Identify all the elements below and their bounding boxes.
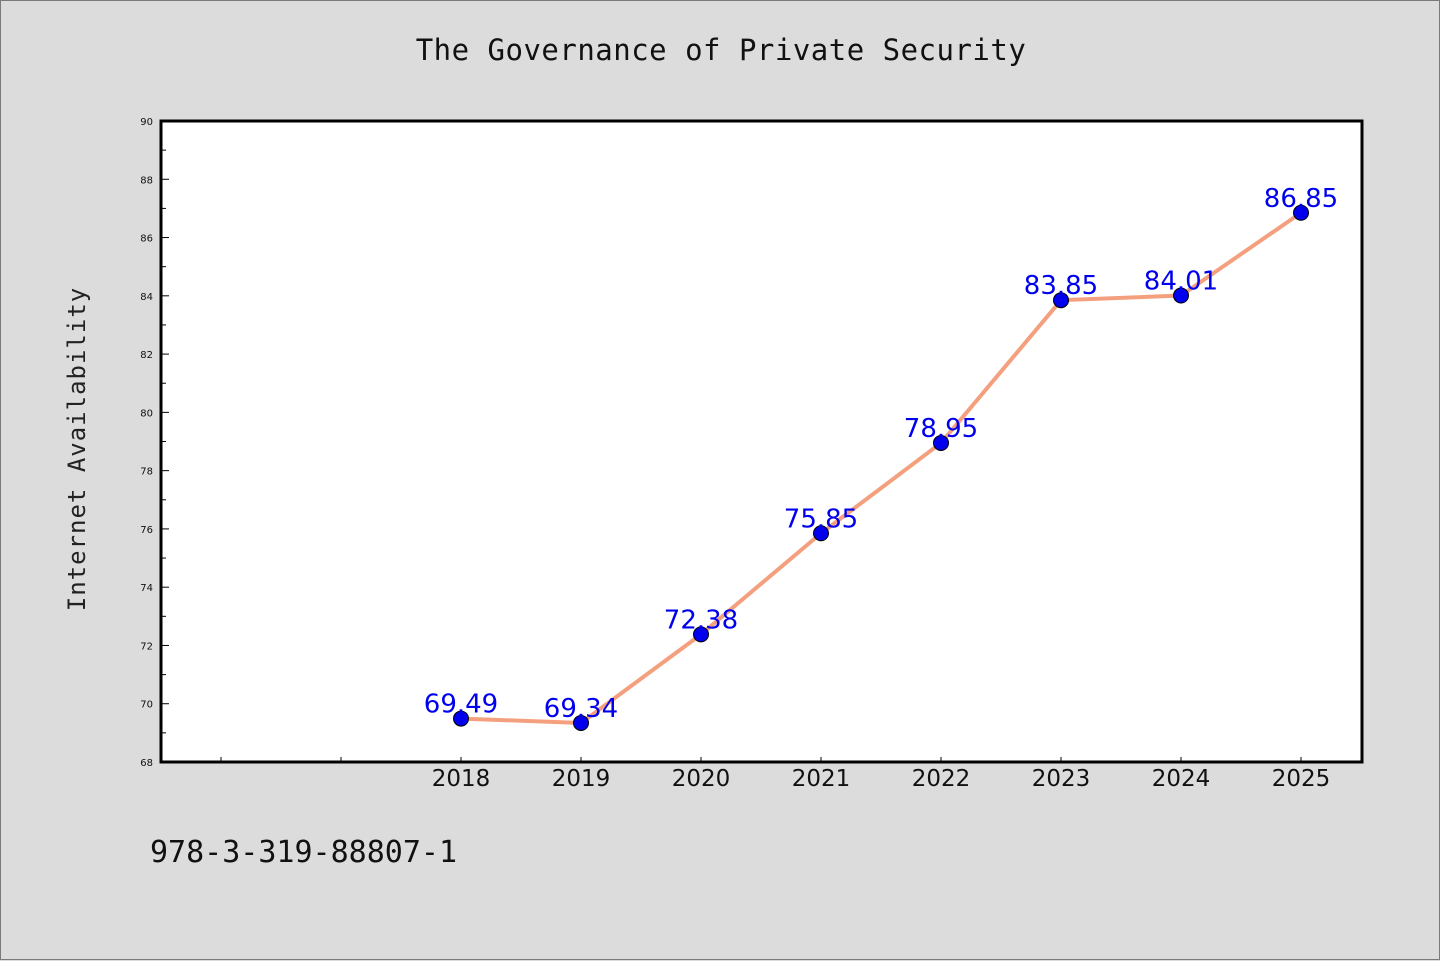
- data-point: [573, 714, 589, 731]
- x-tick-label: 2018: [432, 766, 491, 792]
- y-tick-label: 68: [140, 758, 153, 769]
- x-tick-label: 2023: [1032, 766, 1091, 792]
- data-point: [453, 710, 469, 727]
- y-tick-label: 82: [140, 350, 153, 361]
- data-point: [1053, 292, 1069, 309]
- y-tick-label: 86: [140, 234, 153, 245]
- plot-area: [159, 119, 1364, 764]
- data-label: 72.38: [664, 605, 738, 635]
- data-label: 83.85: [1024, 271, 1098, 301]
- y-tick-label: 80: [140, 408, 153, 419]
- y-tick-label: 88: [140, 175, 153, 186]
- data-label: 75.85: [784, 504, 858, 534]
- x-axis-ticks: 2018 2019 2020 2021 2022 2023 2024 2025: [220, 757, 1331, 792]
- data-label: 84.01: [1144, 267, 1218, 297]
- y-tick-label: 90: [140, 117, 153, 128]
- y-tick-label: 78: [140, 467, 153, 478]
- data-point: [933, 434, 949, 451]
- series-line: [460, 211, 1303, 725]
- data-label: 69.34: [544, 694, 618, 724]
- data-label: 69.49: [424, 690, 498, 720]
- y-axis-ticks: 68 70 72 74 76 78 80 82 84 86 88 90: [140, 117, 169, 769]
- y-tick-label: 84: [140, 292, 153, 303]
- data-point: [813, 525, 829, 542]
- data-point: [693, 626, 709, 643]
- x-tick-label: 2022: [912, 766, 971, 792]
- y-tick-label: 74: [140, 583, 153, 594]
- y-tick-label: 70: [140, 700, 153, 711]
- x-tick-label: 2021: [792, 766, 851, 792]
- y-tick-label: 76: [140, 525, 153, 536]
- data-label: 78.95: [904, 414, 978, 444]
- data-points: [453, 204, 1309, 731]
- data-point: [1293, 204, 1309, 221]
- x-tick-label: 2020: [672, 766, 731, 792]
- isbn-text: 978-3-319-88807-1: [150, 835, 458, 870]
- y-tick-label: 72: [140, 641, 153, 652]
- x-tick-label: 2024: [1152, 766, 1211, 792]
- x-tick-label: 2019: [552, 766, 611, 792]
- data-point: [1173, 287, 1189, 304]
- data-label: 86.85: [1264, 184, 1338, 214]
- chart-title: The Governance of Private Security: [415, 33, 1027, 67]
- data-labels: 69.49 69.34 72.38 75.85 78.95 83.85 84.01 86.85: [424, 184, 1338, 724]
- x-tick-label: 2025: [1272, 766, 1331, 792]
